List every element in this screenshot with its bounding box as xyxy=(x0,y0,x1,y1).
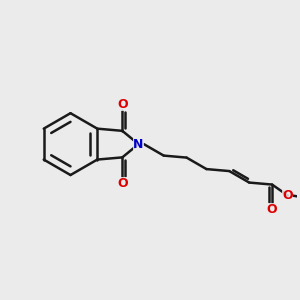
Text: O: O xyxy=(283,189,293,202)
Text: O: O xyxy=(117,177,128,190)
Text: N: N xyxy=(133,138,144,151)
Text: O: O xyxy=(117,98,128,111)
Text: O: O xyxy=(267,203,278,216)
